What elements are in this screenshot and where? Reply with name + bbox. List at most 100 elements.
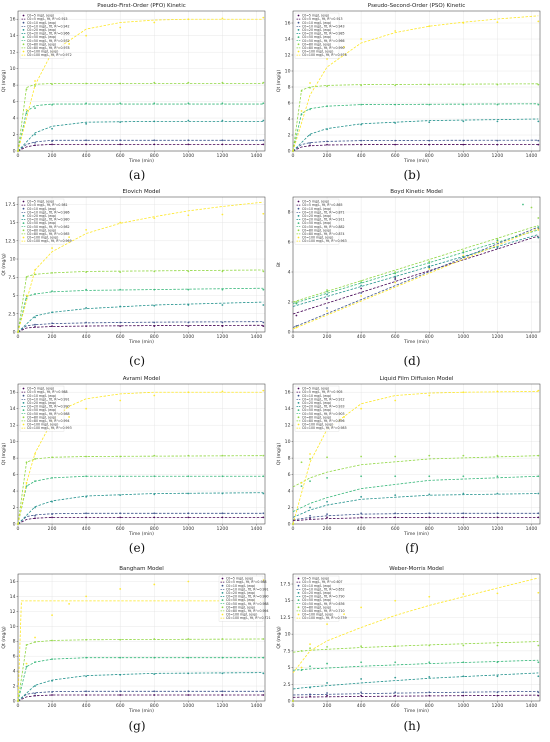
plot-frame <box>292 383 541 525</box>
data-point <box>326 310 328 312</box>
x-axis-label: Time (min) <box>128 158 154 164</box>
data-point <box>537 691 540 694</box>
caption-g: (g) <box>128 719 146 733</box>
legend-entry: C0=20 mg/L, fit, R²=0.966 <box>27 32 70 36</box>
data-point <box>326 500 328 503</box>
data-point <box>394 278 397 281</box>
plot-frame <box>292 10 541 152</box>
y-tick-label: 10 <box>10 257 16 263</box>
y-tick-label: 10 <box>10 439 16 445</box>
data-point <box>394 676 397 679</box>
data-point <box>153 512 156 515</box>
legend-entry: C0=100 mg/L (exp) <box>27 50 58 54</box>
legend-swatch-marker <box>221 606 224 609</box>
legend-entry: C0=80 mg/L, fit, R²=0.994 <box>27 419 70 423</box>
legend-entry: C0=20 mg/L (exp) <box>302 591 331 595</box>
legend-entry: C0=10 mg/L, fit, R²=0.871 <box>302 210 345 214</box>
x-tick-label: 200 <box>323 153 332 159</box>
data-point <box>428 475 431 478</box>
y-tick-label: 12 <box>10 50 16 56</box>
data-point <box>51 614 53 616</box>
legend-entry: C0=100 mg/L (exp) <box>302 50 333 54</box>
data-point <box>51 639 53 642</box>
data-point <box>295 301 298 303</box>
legend-entry: C0=20 mg/L, fit, R²=0.933 <box>302 405 345 409</box>
data-point <box>187 304 190 306</box>
data-point <box>326 692 328 694</box>
legend-swatch-marker <box>22 14 25 17</box>
x-tick-label: 800 <box>425 526 434 532</box>
legend-box <box>294 198 340 245</box>
x-tick-label: 1200 <box>492 334 504 340</box>
data-point <box>537 236 540 239</box>
data-point <box>309 665 311 668</box>
legend-entry: C0=20 mg/L, fit, R²=0.790 <box>302 595 345 599</box>
legend-swatch-marker <box>297 36 300 38</box>
data-point <box>428 676 431 678</box>
x-tick-label: 200 <box>323 526 332 532</box>
data-point <box>119 588 122 590</box>
caption-e: (e) <box>128 541 146 555</box>
data-point <box>119 516 122 519</box>
legend-entry: C0=100 mg/L, fit, R²=0.972 <box>27 53 72 57</box>
data-point <box>221 17 224 20</box>
legend-entry: C0=10 mg/L (exp) <box>302 584 331 588</box>
fit-line-11 <box>292 577 539 674</box>
y-axis-label: Qt (mg/g) <box>1 443 7 466</box>
y-tick-label: 4 <box>288 489 291 495</box>
legend-entry: C0=100 mg/L (exp) <box>27 423 58 427</box>
x-tick-label: 200 <box>48 703 57 709</box>
data-point <box>394 475 397 478</box>
data-point <box>221 288 224 291</box>
y-tick-label: 14 <box>285 406 291 412</box>
legend-swatch-marker <box>22 200 25 203</box>
data-point <box>262 304 265 306</box>
data-point <box>360 661 363 664</box>
y-axis-label: Qt (mg/g) <box>276 626 282 649</box>
y-tick-label: 5 <box>13 293 16 299</box>
legend-swatch-marker <box>297 236 300 239</box>
legend-entry: C0=10 mg/L (exp) <box>302 207 331 211</box>
legend-entry: C0=5 mg/L, fit, R²=0.981 <box>27 203 68 207</box>
data-point <box>221 139 224 142</box>
y-axis-label: Qt (mg/g) <box>276 443 282 466</box>
y-tick-label: 10 <box>285 69 291 75</box>
x-tick-label: 0 <box>292 153 295 159</box>
data-point <box>262 325 265 328</box>
data-point <box>34 80 36 82</box>
x-tick-label: 800 <box>425 334 434 340</box>
fit-line-11 <box>17 201 264 333</box>
data-point <box>360 295 363 297</box>
data-point <box>428 493 431 496</box>
legend-entry: C0=50 mg/L (exp) <box>302 598 331 602</box>
legend-entry: C0=80 mg/L, fit, R²=0.978 <box>27 46 70 50</box>
x-tick-label: 1400 <box>251 153 263 159</box>
data-point <box>309 142 311 144</box>
legend-entry: C0=100 mg/L (exp) <box>302 423 333 427</box>
data-point <box>34 636 36 639</box>
legend-swatch-marker <box>221 577 224 580</box>
legend-entry: C0=80 mg/L (exp) <box>27 42 56 46</box>
y-tick-label: 8 <box>13 639 16 645</box>
data-point <box>537 139 540 142</box>
legend-swatch-marker <box>22 394 25 397</box>
plot-frame <box>292 196 541 333</box>
data-point <box>119 694 122 696</box>
x-tick-label: 0 <box>17 526 20 532</box>
legend-swatch-marker <box>297 14 300 17</box>
legend-swatch-marker <box>297 613 300 616</box>
legend-swatch-marker <box>297 222 300 224</box>
legend-entry: C0=10 mg/L (exp) <box>27 21 56 25</box>
legend-entry: C0=100 mg/L, fit, R²=0.993 <box>27 426 72 430</box>
data-point <box>300 666 303 669</box>
y-tick-label: 2 <box>288 133 291 139</box>
plot-frame <box>292 573 541 702</box>
legend-entry: C0=5 mg/L (exp) <box>302 387 329 391</box>
legend-swatch-marker <box>297 200 300 203</box>
fit-line-3 <box>17 512 264 525</box>
data-point <box>221 390 224 393</box>
data-point <box>394 494 397 497</box>
chart-title: Pseudo-Second-Order (PSO) Kinetic <box>368 3 466 9</box>
data-point <box>496 454 499 457</box>
legend-entry: C0=50 mg/L, fit, R²=0.636 <box>302 602 345 606</box>
